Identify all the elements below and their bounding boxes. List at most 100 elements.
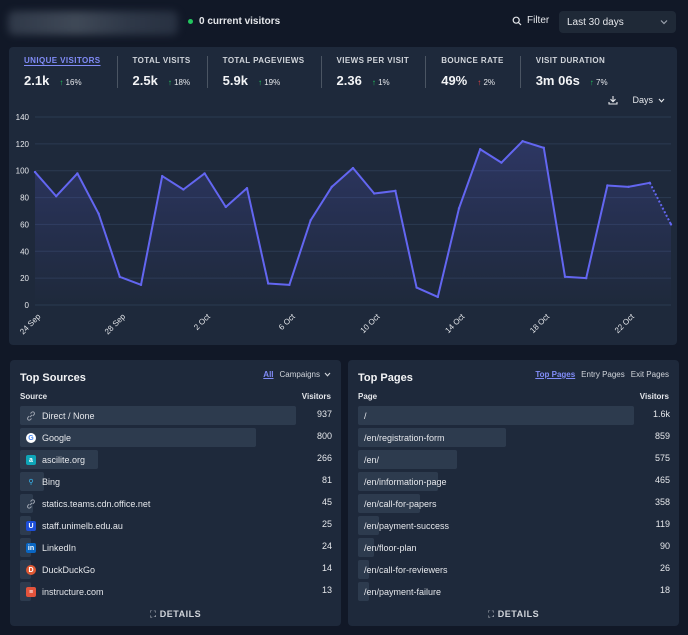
stat-label: VIEWS PER VISIT	[336, 56, 410, 65]
interval-select[interactable]: Days	[632, 95, 665, 105]
list-item-text: /en/payment-success	[364, 521, 450, 531]
list-item-label: /en/	[364, 455, 379, 465]
pages-tabs: Top Pages Entry Pages Exit Pages	[535, 370, 669, 379]
sources-details-button[interactable]: ⛶ DETAILS	[10, 609, 341, 620]
tab-entry-pages[interactable]: Entry Pages	[581, 370, 625, 379]
y-tick-label: 0	[25, 301, 30, 310]
list-item-bar	[358, 406, 634, 425]
stat-value: 5.9k	[222, 73, 248, 88]
list-item[interactable]: G Google 800	[20, 427, 332, 449]
list-item-label: /en/registration-form	[364, 433, 445, 443]
visitors-graph-card: 0 20 40 60 80 100 120 140 24 Sep 28 Sep 2 Oct 6 Oct…	[9, 47, 677, 345]
stat-change-value: 18%	[174, 78, 191, 87]
chart-point	[479, 148, 482, 151]
linkedin-icon: in	[26, 543, 36, 553]
stat-bounce-rate[interactable]: BOUNCE RATE 49% ↑ 2%	[426, 56, 521, 88]
stat-change-value: 1%	[378, 78, 390, 87]
list-item[interactable]: ⚲ Bing 81	[20, 471, 332, 493]
stat-total-visits[interactable]: TOTAL VISITS 2.5k ↑ 18%	[118, 56, 208, 88]
stat-change: ↑ 19%	[258, 78, 280, 87]
list-item[interactable]: /en/registration-form 859	[358, 427, 670, 449]
site-selector-blurred[interactable]	[8, 11, 178, 35]
list-item[interactable]: /en/floor-plan 90	[358, 537, 670, 559]
stat-views-per-visit[interactable]: VIEWS PER VISIT 2.36 ↑ 1%	[322, 56, 427, 88]
sources-tabs: All Campaigns	[263, 370, 331, 379]
filter-button[interactable]: Filter	[512, 15, 549, 26]
stat-label: VISIT DURATION	[535, 56, 606, 65]
arrow-up-icon: ↑	[477, 78, 482, 87]
list-item-value: 14	[321, 563, 332, 573]
list-item-bar	[358, 516, 379, 535]
chevron-down-icon	[658, 98, 665, 103]
list-item-bar	[358, 450, 458, 469]
list-item[interactable]: /en/call-for-reviewers 26	[358, 559, 670, 581]
list-item-text: LinkedIn	[42, 543, 77, 553]
list-item[interactable]: Direct / None 937	[20, 405, 332, 427]
stat-change: ↑ 2%	[477, 78, 495, 87]
arrow-up-icon: ↑	[589, 78, 594, 87]
list-item-label: /	[364, 411, 367, 421]
list-item-bar	[20, 428, 256, 447]
list-item[interactable]: /en/payment-failure 18	[358, 581, 670, 603]
list-item[interactable]: /en/575	[358, 449, 670, 471]
expand-icon: ⛶	[149, 609, 157, 619]
list-item[interactable]: /en/information-page 465	[358, 471, 670, 493]
stat-label: TOTAL PAGEVIEWS	[222, 56, 305, 65]
list-item-label: /en/floor-plan	[364, 543, 417, 553]
list-item-text: /en/call-for-reviewers	[364, 565, 448, 575]
stat-change-value: 2%	[483, 78, 496, 87]
list-item[interactable]: ≡ instructure.com 13	[20, 581, 332, 603]
list-item-label: /en/call-for-papers	[364, 499, 437, 509]
stat-total-pageviews[interactable]: TOTAL PAGEVIEWS 5.9k ↑ 19%	[208, 56, 322, 88]
top-pages-title: Top Pages	[358, 372, 413, 384]
list-item[interactable]: /en/payment-success 119	[358, 515, 670, 537]
list-item[interactable]: / 1.6k	[358, 405, 670, 427]
list-item[interactable]: statics.teams.cdn.office.net 45	[20, 493, 332, 515]
instructure-icon: ≡	[26, 587, 36, 597]
download-icon[interactable]	[608, 95, 619, 105]
expand-icon: ⛶	[487, 609, 495, 619]
list-item-text: DuckDuckGo	[42, 565, 96, 575]
list-item-text: /en/registration-form	[364, 433, 445, 443]
list-item[interactable]: /en/call-for-papers 358	[358, 493, 670, 515]
tab-all[interactable]: All	[263, 370, 274, 379]
period-select[interactable]: Last 30 days	[559, 11, 676, 33]
stat-visit-duration[interactable]: VISIT DURATION 3m 06s ↑ 7%	[521, 56, 624, 88]
tab-campaigns[interactable]: Campaigns	[280, 370, 331, 379]
list-item[interactable]: a ascilite.org 266	[20, 449, 332, 471]
list-item[interactable]: D DuckDuckGo 14	[20, 559, 332, 581]
stat-row: 5.9k ↑ 19%	[223, 73, 305, 88]
chevron-down-icon	[660, 20, 668, 25]
list-item-bar	[20, 538, 31, 557]
list-item-text: /en/call-for-papers	[364, 499, 437, 509]
list-item-value: 26	[659, 563, 670, 573]
pages-details-button[interactable]: ⛶ DETAILS	[348, 609, 679, 620]
visitors-chart: 0 20 40 60 80 100 120 140 24 Sep 28 Sep 2 Oct 6 Oct…	[16, 113, 673, 336]
interval-label: Days	[632, 95, 653, 105]
stat-unique-visitors[interactable]: UNIQUE VISITORS 2.1k ↑ 16%	[9, 56, 118, 88]
stat-value: 2.36	[336, 73, 362, 88]
list-item-text: Google	[42, 433, 72, 443]
list-item-value: 358	[654, 497, 670, 507]
chart-point	[394, 189, 397, 193]
top-stats: UNIQUE VISITORS 2.1k ↑ 16% TOTAL VISITS 2.5k…	[9, 56, 624, 96]
column-header-visitors: Visitors	[301, 392, 331, 401]
chart-point	[309, 219, 312, 222]
list-item-text: Direct / None	[42, 411, 95, 421]
list-item-value: 465	[654, 475, 670, 485]
current-visitors[interactable]: 0 current visitors	[188, 16, 280, 27]
tab-exit-pages[interactable]: Exit Pages	[630, 370, 669, 379]
column-header-page: Page	[358, 392, 378, 401]
chart-point	[542, 146, 545, 150]
list-item[interactable]: in LinkedIn 24	[20, 537, 332, 559]
x-tick-label: 6 Oct	[277, 312, 297, 332]
list-item-bar	[358, 538, 374, 557]
stat-change-value: 19%	[264, 78, 281, 87]
list-item-label: in LinkedIn	[26, 543, 76, 553]
chart-tools: Days	[608, 95, 665, 105]
tab-top-pages[interactable]: Top Pages	[535, 370, 576, 379]
stat-row: 2.36 ↑ 1%	[337, 73, 410, 88]
list-item-value: 18	[659, 585, 670, 595]
arrow-up-icon: ↑	[257, 78, 262, 87]
